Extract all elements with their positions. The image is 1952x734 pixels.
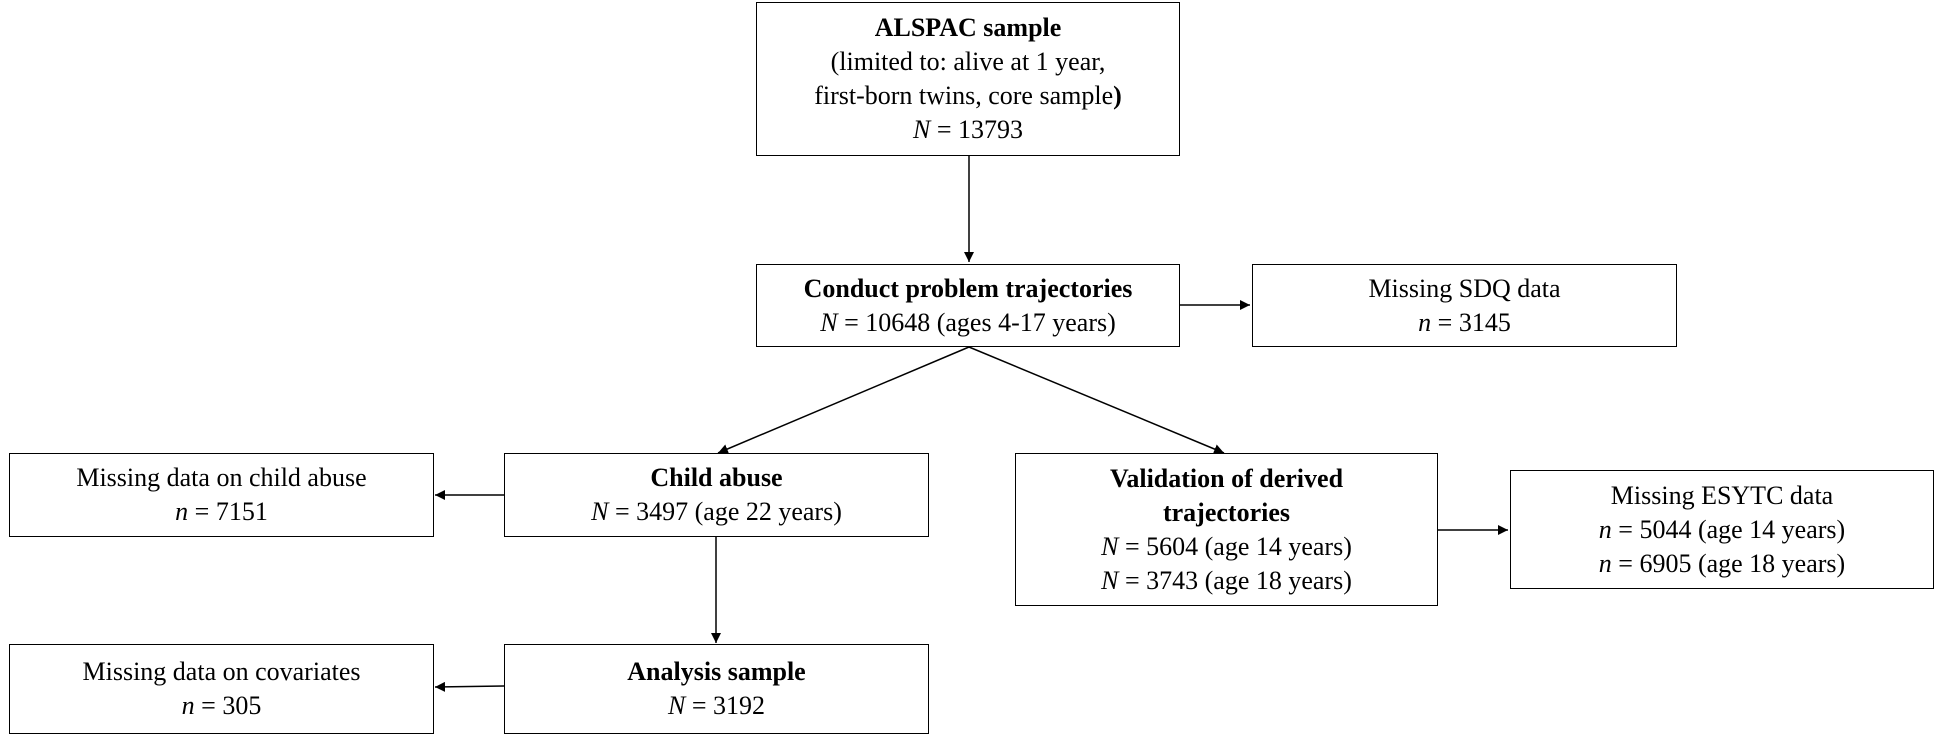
- missing-covariates-count: n = 305: [182, 689, 262, 723]
- missing-sdq-n-symbol: n: [1418, 307, 1432, 337]
- analysis-sample-box: Analysis sample N = 3192: [504, 644, 929, 734]
- missing-esytc-title: Missing ESYTC data: [1610, 480, 1834, 510]
- missing-abuse-box: Missing data on child abuse n = 7151: [9, 453, 434, 537]
- missing-sdq-box: Missing SDQ data n = 3145: [1252, 264, 1677, 347]
- conduct-title: Conduct problem trajectories: [803, 273, 1133, 303]
- missing-abuse-n-symbol: n: [175, 497, 189, 526]
- child-abuse-box: Child abuse N = 3497 (age 22 years): [504, 453, 929, 537]
- child-abuse-count: N = 3497 (age 22 years): [591, 495, 842, 529]
- arrow-analysis-to-missing-covariates: [434, 681, 505, 692]
- missing-abuse-count: n = 7151: [175, 495, 268, 529]
- missing-sdq-n-value: = 3145: [1431, 307, 1511, 337]
- alspac-n-symbol: N: [912, 115, 931, 144]
- child-abuse-n-symbol: N: [591, 497, 609, 526]
- missing-sdq-count: n = 3145: [1418, 306, 1511, 340]
- alspac-detail-1: (limited to: alive at 1 year,: [830, 47, 1106, 76]
- analysis-n-symbol: N: [667, 691, 686, 720]
- alspac-detail-2: first-born twins, core sample: [814, 81, 1114, 110]
- validation-title-1: Validation of derived: [1109, 463, 1344, 493]
- missing-esytc-n2-symbol: n: [1598, 548, 1612, 578]
- missing-esytc-n2-value: = 6905 (age 18 years): [1611, 548, 1846, 578]
- missing-esytc-n1-symbol: n: [1598, 514, 1612, 544]
- validation-n1-value: = 5604 (age 14 years): [1118, 531, 1352, 561]
- alspac-n-value: = 13793: [930, 115, 1023, 144]
- child-abuse-n-value: = 3497 (age 22 years): [608, 497, 842, 526]
- validation-n2-value: = 3743 (age 18 years): [1118, 565, 1352, 595]
- validation-count-14: N = 5604 (age 14 years): [1101, 530, 1352, 564]
- analysis-count: N = 3192: [668, 689, 765, 723]
- missing-esytc-n1-value: = 5044 (age 14 years): [1611, 514, 1846, 544]
- child-abuse-title: Child abuse: [650, 463, 783, 492]
- missing-sdq-title: Missing SDQ data: [1368, 273, 1561, 303]
- conduct-trajectories-box: Conduct problem trajectories N = 10648 (…: [756, 264, 1180, 347]
- arrow-conduct-to-validation: [968, 346, 1225, 454]
- arrow-conduct-to-child-abuse: [717, 346, 970, 454]
- analysis-n-value: = 3192: [685, 691, 765, 720]
- missing-abuse-n-value: = 7151: [188, 497, 268, 526]
- analysis-title: Analysis sample: [627, 657, 806, 686]
- missing-esytc-count-18: n = 6905 (age 18 years): [1599, 547, 1845, 581]
- missing-covariates-box: Missing data on covariates n = 305: [9, 644, 434, 734]
- validation-n1-symbol: N: [1101, 531, 1119, 561]
- validation-n2-symbol: N: [1101, 565, 1119, 595]
- missing-covariates-n-symbol: n: [181, 691, 195, 720]
- conduct-n-symbol: N: [820, 307, 838, 337]
- alspac-sample-box: ALSPAC sample (limited to: alive at 1 ye…: [756, 2, 1180, 156]
- alspac-detail-2-row: first-born twins, core sample): [814, 79, 1122, 113]
- validation-count-18: N = 3743 (age 18 years): [1101, 564, 1352, 598]
- alspac-count: N = 13793: [913, 113, 1023, 147]
- validation-box: Validation of derived trajectories N = 5…: [1015, 453, 1438, 606]
- missing-abuse-title: Missing data on child abuse: [76, 463, 367, 492]
- missing-esytc-count-14: n = 5044 (age 14 years): [1599, 513, 1845, 547]
- alspac-detail-2-close: ): [1113, 81, 1122, 110]
- alspac-title: ALSPAC sample: [874, 13, 1062, 42]
- missing-esytc-box: Missing ESYTC data n = 5044 (age 14 year…: [1510, 470, 1934, 589]
- missing-covariates-title: Missing data on covariates: [82, 657, 361, 686]
- conduct-count: N = 10648 (ages 4-17 years): [820, 306, 1116, 340]
- validation-title-2: trajectories: [1162, 497, 1291, 527]
- conduct-n-value: = 10648 (ages 4-17 years): [837, 307, 1116, 337]
- missing-covariates-n-value: = 305: [194, 691, 262, 720]
- connector-layer: [434, 156, 1508, 692]
